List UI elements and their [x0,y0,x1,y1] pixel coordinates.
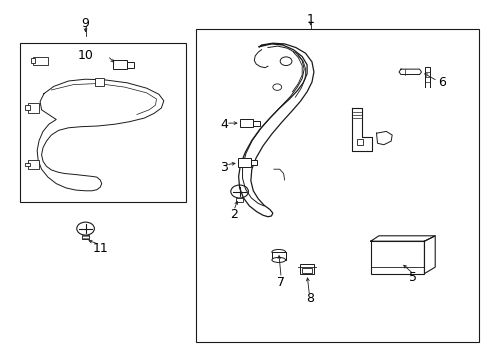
Text: 9: 9 [81,17,89,30]
Bar [250,160,257,165]
Bar [253,121,259,126]
Bar [195,29,478,342]
Ellipse shape [271,257,285,262]
Bar [271,252,285,260]
Text: 11: 11 [92,242,108,255]
Ellipse shape [271,249,285,255]
Bar [28,160,39,169]
Bar [299,264,314,274]
Text: 3: 3 [220,161,227,174]
Bar [25,105,30,110]
Bar [95,78,104,86]
Text: 6: 6 [438,76,446,89]
Bar [81,235,89,239]
Bar [237,158,250,167]
Text: 1: 1 [306,13,314,26]
Bar [356,139,362,145]
Text: 10: 10 [78,49,93,62]
Bar [25,163,30,166]
Bar [31,58,35,63]
Bar [240,119,253,127]
Text: 7: 7 [277,276,285,289]
Text: 2: 2 [229,208,237,221]
Bar [236,198,243,202]
Bar [20,43,185,202]
Text: 8: 8 [306,292,314,305]
Bar [302,268,311,273]
Bar [127,62,134,68]
Bar [28,103,39,113]
Text: 4: 4 [220,118,227,131]
Bar [370,241,424,274]
Text: 5: 5 [408,271,416,284]
Bar [33,57,48,65]
Bar [113,60,127,69]
